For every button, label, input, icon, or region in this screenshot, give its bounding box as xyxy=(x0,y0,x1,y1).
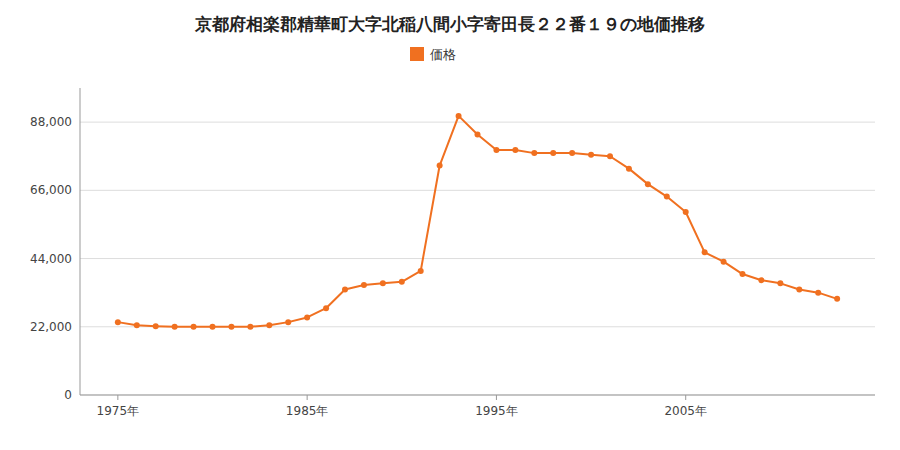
x-tick-label: 2005年 xyxy=(664,404,707,418)
point xyxy=(588,152,594,158)
point xyxy=(493,147,499,153)
point xyxy=(399,279,405,285)
y-tick-label: 88,000 xyxy=(30,115,72,129)
point xyxy=(266,322,272,328)
point xyxy=(342,287,348,293)
x-tick-label: 1975年 xyxy=(97,404,140,418)
line xyxy=(118,116,837,327)
point xyxy=(247,324,253,330)
x-tick xyxy=(685,395,686,400)
point xyxy=(285,319,291,325)
point xyxy=(777,280,783,286)
point xyxy=(380,280,386,286)
x-axis: 1975年 1985年 1995年 2005年 xyxy=(80,395,875,418)
plot-area xyxy=(115,113,840,330)
legend: 価格 xyxy=(410,47,456,62)
point xyxy=(361,282,367,288)
x-tick-label: 1995年 xyxy=(475,404,518,418)
point xyxy=(834,296,840,302)
point xyxy=(115,319,121,325)
point xyxy=(645,181,651,187)
point xyxy=(323,305,329,311)
point xyxy=(815,290,821,296)
point xyxy=(740,271,746,277)
y-axis: 0 22,000 44,000 66,000 88,000 xyxy=(30,88,875,402)
legend-swatch xyxy=(410,47,424,61)
title: 京都府相楽郡精華町大字北稲八間小字寄田長２２番１９の地価推移 xyxy=(194,14,705,34)
grid-line xyxy=(80,395,875,396)
point xyxy=(721,259,727,265)
chart: 京都府相楽郡精華町大字北稲八間小字寄田長２２番１９の地価推移 0 22,000 44,… xyxy=(0,0,900,450)
grid-line xyxy=(80,190,875,191)
grid-line xyxy=(80,258,875,259)
x-tick-label: 1985年 xyxy=(286,404,329,418)
x-tick xyxy=(307,395,308,400)
point xyxy=(437,163,443,169)
point xyxy=(456,113,462,119)
point xyxy=(172,324,178,330)
point xyxy=(153,323,159,329)
point xyxy=(512,147,518,153)
point xyxy=(191,324,197,330)
point xyxy=(626,166,632,172)
point xyxy=(683,209,689,215)
x-tick xyxy=(117,395,118,400)
grid-line xyxy=(80,122,875,123)
y-tick-label: 0 xyxy=(64,388,72,402)
point xyxy=(418,268,424,274)
point xyxy=(607,153,613,159)
y-tick-label: 66,000 xyxy=(30,183,72,197)
point xyxy=(475,132,481,138)
point xyxy=(758,277,764,283)
x-axis-line xyxy=(80,395,875,396)
point xyxy=(569,150,575,156)
point xyxy=(531,150,537,156)
point xyxy=(228,324,234,330)
point xyxy=(304,314,310,320)
x-tick xyxy=(496,395,497,400)
point xyxy=(134,322,140,328)
point xyxy=(702,249,708,255)
y-tick-label: 44,000 xyxy=(30,252,72,266)
legend-label: 価格 xyxy=(430,47,456,62)
y-tick-label: 22,000 xyxy=(30,320,72,334)
y-axis-line xyxy=(80,88,81,395)
point xyxy=(664,194,670,200)
point xyxy=(796,287,802,293)
point xyxy=(550,150,556,156)
point xyxy=(210,324,216,330)
